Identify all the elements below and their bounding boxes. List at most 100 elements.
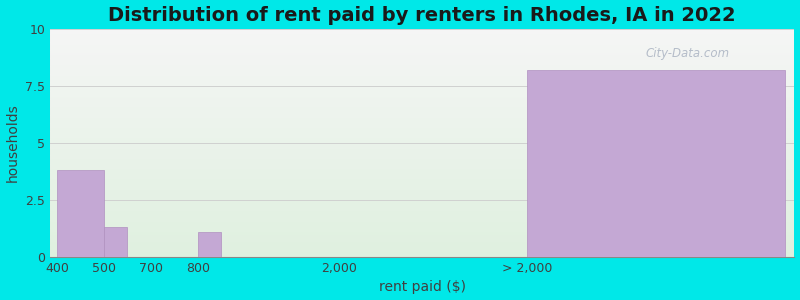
Bar: [50, 220, 794, 222]
Bar: [50, 140, 794, 141]
Bar: [50, 179, 794, 181]
Bar: [50, 41, 794, 43]
Bar: [50, 164, 794, 165]
Bar: [50, 45, 794, 46]
Bar: [50, 36, 794, 37]
Bar: [50, 234, 794, 236]
Bar: [50, 87, 794, 88]
Bar: [50, 190, 794, 191]
Bar: [50, 82, 794, 84]
Bar: [50, 43, 794, 44]
Bar: [50, 212, 794, 214]
Bar: [50, 133, 794, 134]
Bar: [50, 137, 794, 138]
Bar: [50, 77, 794, 78]
Bar: [50, 181, 794, 182]
Bar: [50, 126, 794, 127]
Bar: [50, 129, 794, 130]
Bar: [50, 76, 794, 77]
Bar: [50, 98, 794, 100]
Bar: [104, 227, 127, 257]
Bar: [50, 81, 794, 83]
Bar: [50, 222, 794, 223]
Bar: [50, 96, 794, 97]
Bar: [50, 72, 794, 74]
Bar: [50, 254, 794, 255]
Bar: [50, 224, 794, 225]
Bar: [50, 184, 794, 185]
Bar: [50, 210, 794, 211]
Bar: [50, 238, 794, 239]
Bar: [50, 170, 794, 172]
Bar: [50, 103, 794, 104]
Bar: [50, 151, 794, 152]
Bar: [50, 169, 794, 170]
Bar: [50, 244, 794, 246]
Bar: [50, 219, 794, 220]
Bar: [50, 104, 794, 105]
Bar: [50, 124, 794, 125]
Bar: [50, 29, 794, 30]
Bar: [50, 188, 794, 189]
Bar: [50, 69, 794, 70]
Bar: [50, 119, 794, 120]
Bar: [50, 78, 794, 79]
Bar: [50, 92, 794, 93]
Bar: [50, 226, 794, 227]
Bar: [50, 205, 794, 206]
Bar: [50, 102, 794, 103]
Bar: [50, 136, 794, 137]
Bar: [50, 47, 794, 48]
Bar: [50, 51, 794, 52]
Bar: [50, 227, 794, 229]
Bar: [50, 178, 794, 179]
Bar: [50, 58, 794, 60]
Bar: [50, 182, 794, 183]
Bar: [50, 32, 794, 34]
Bar: [50, 40, 794, 41]
Bar: [50, 116, 794, 117]
Bar: [50, 201, 794, 202]
Bar: [50, 172, 794, 174]
Bar: [50, 250, 794, 251]
Bar: [50, 132, 794, 133]
Bar: [50, 232, 794, 233]
Bar: [50, 141, 794, 142]
Bar: [50, 84, 794, 85]
Bar: [50, 30, 794, 31]
Bar: [50, 236, 794, 238]
Bar: [50, 183, 794, 184]
Bar: [50, 206, 794, 207]
Bar: [50, 135, 794, 136]
Bar: [50, 56, 794, 57]
Bar: [50, 138, 794, 140]
Bar: [50, 148, 794, 149]
Bar: [50, 191, 794, 192]
Bar: [50, 177, 794, 178]
Bar: [50, 80, 794, 81]
Bar: [50, 48, 794, 50]
Bar: [50, 54, 794, 55]
Bar: [50, 68, 794, 69]
Bar: [50, 110, 794, 111]
Bar: [50, 142, 794, 143]
Bar: [50, 214, 794, 215]
Bar: [50, 112, 794, 113]
Bar: [50, 176, 794, 177]
Bar: [50, 155, 794, 157]
Bar: [50, 34, 794, 36]
Bar: [50, 195, 794, 196]
Bar: [50, 31, 794, 32]
Bar: [50, 71, 794, 72]
Bar: [50, 101, 794, 102]
Bar: [50, 159, 794, 160]
Bar: [50, 233, 794, 234]
Bar: [50, 242, 794, 243]
Bar: [50, 57, 794, 59]
Bar: [50, 95, 794, 96]
Bar: [50, 200, 794, 201]
Text: City-Data.com: City-Data.com: [646, 47, 730, 60]
Bar: [50, 255, 794, 256]
Bar: [50, 202, 794, 203]
Bar: [50, 246, 794, 247]
